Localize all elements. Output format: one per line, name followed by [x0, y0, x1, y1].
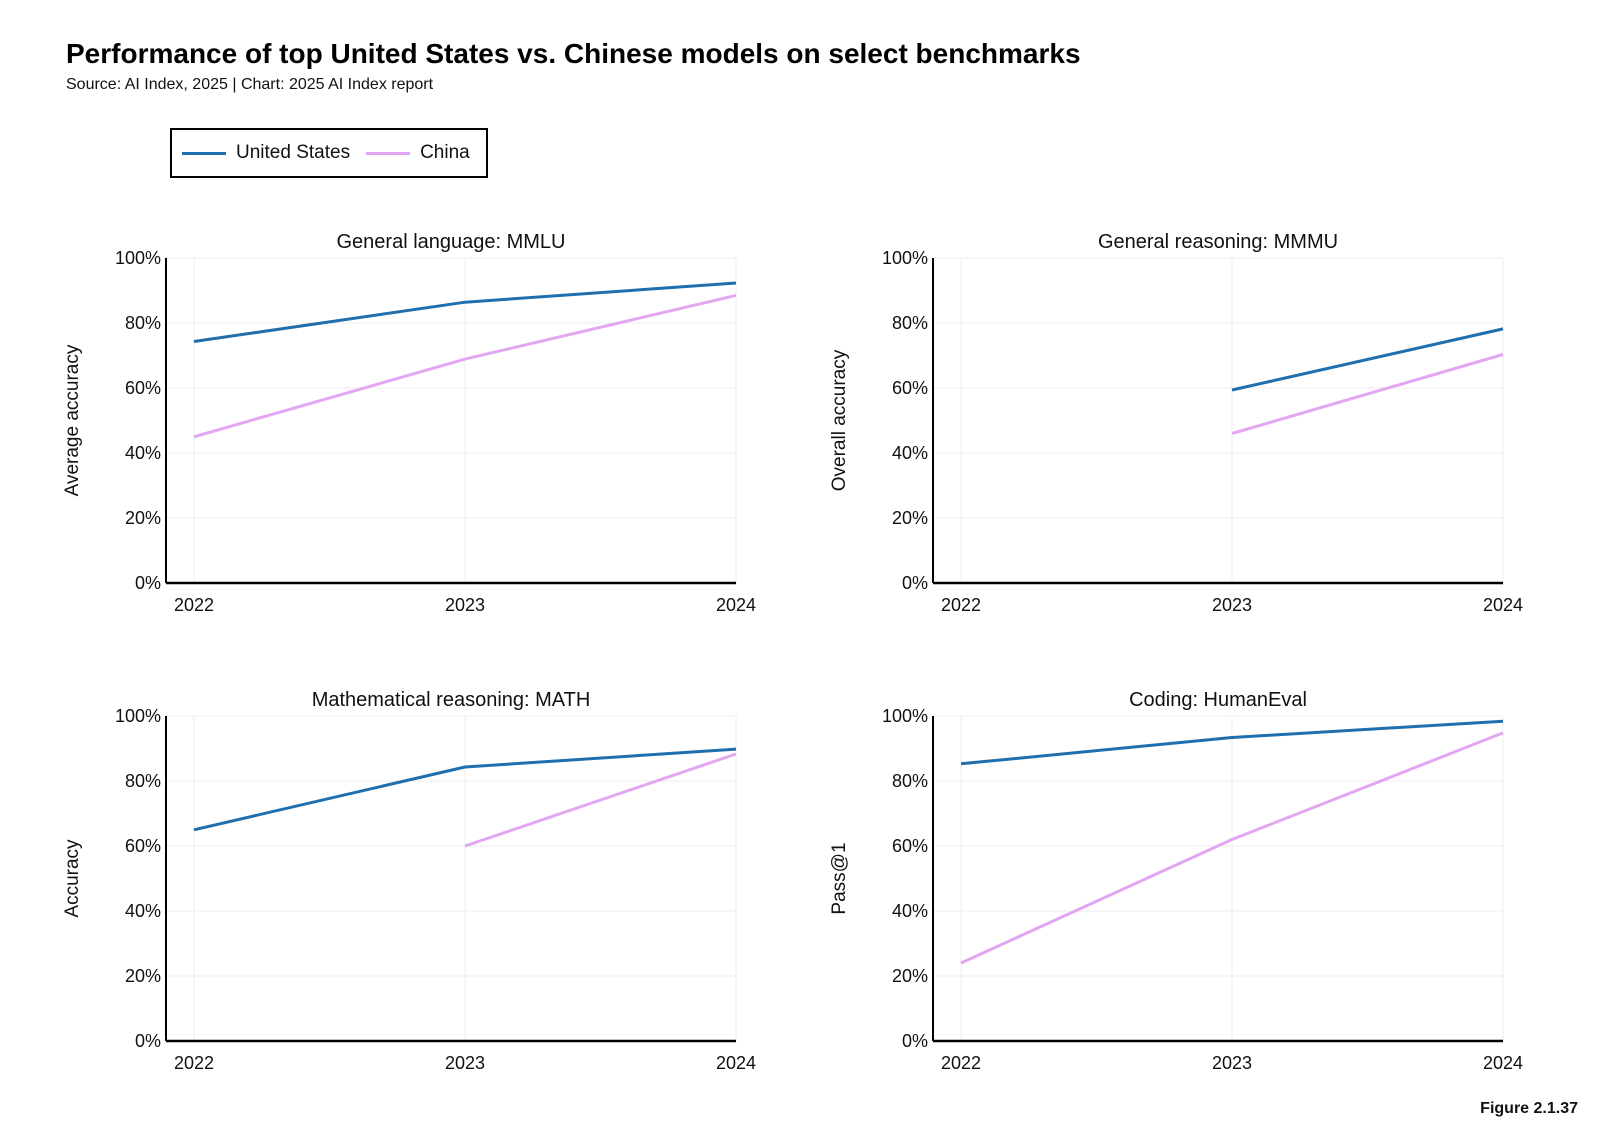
- y-tick-label: 20%: [892, 966, 928, 986]
- figure-label: Figure 2.1.37: [1480, 1100, 1578, 1117]
- y-tick-label: 0%: [135, 1031, 161, 1051]
- series-line-china: [193, 293, 737, 439]
- y-tick-label: 20%: [125, 508, 161, 528]
- legend-swatch-china: [366, 151, 411, 155]
- series-line-china: [960, 731, 1504, 965]
- legend-label-china: China: [420, 142, 470, 163]
- series-line-united-states: [1231, 327, 1504, 392]
- y-tick-label: 0%: [135, 573, 161, 593]
- y-tick-label: 20%: [125, 966, 161, 986]
- x-tick-label: 2024: [1483, 1053, 1523, 1073]
- y-tick-label: 0%: [902, 573, 928, 593]
- y-tick-label: 100%: [115, 706, 161, 726]
- chart-subtitle: Source: AI Index, 2025 | Chart: 2025 AI …: [66, 76, 434, 93]
- y-tick-label: 100%: [115, 248, 161, 268]
- y-axis-label: Average accuracy: [62, 344, 83, 496]
- x-tick-label: 2022: [941, 1053, 981, 1073]
- y-axis-label: Pass@1: [829, 842, 850, 914]
- panel-title: General language: MMLU: [336, 231, 565, 253]
- y-tick-label: 60%: [125, 378, 161, 398]
- x-tick-label: 2023: [1212, 1053, 1252, 1073]
- y-tick-label: 60%: [125, 836, 161, 856]
- y-tick-label: 100%: [882, 248, 928, 268]
- x-tick-label: 2024: [716, 1053, 756, 1073]
- y-tick-label: 40%: [892, 901, 928, 921]
- x-tick-label: 2023: [445, 1053, 485, 1073]
- chart-title: Performance of top United States vs. Chi…: [66, 38, 1081, 69]
- y-tick-label: 40%: [125, 901, 161, 921]
- series-line-united-states: [193, 747, 737, 832]
- legend: United States China: [170, 128, 488, 178]
- legend-label-united-states: United States: [236, 142, 351, 163]
- chart-panel-4: 0% 20% 40% 60% 80% 100% 2022 2023 2024 Coding: Hu…: [829, 689, 1523, 1073]
- panel-title: General reasoning: MMMU: [1098, 231, 1338, 253]
- panel-title: Coding: HumanEval: [1129, 689, 1307, 711]
- y-tick-label: 60%: [892, 378, 928, 398]
- x-tick-label: 2024: [716, 595, 756, 615]
- x-tick-label: 2024: [1483, 595, 1523, 615]
- legend-swatch-united-states: [182, 151, 226, 155]
- y-tick-label: 40%: [125, 443, 161, 463]
- x-tick-label: 2023: [445, 595, 485, 615]
- x-tick-label: 2022: [174, 1053, 214, 1073]
- y-tick-label: 100%: [882, 706, 928, 726]
- panel-title: Mathematical reasoning: MATH: [312, 689, 591, 711]
- chart-panel-1: 0% 20% 40% 60% 80% 100% 2022 2023 2024 General la…: [62, 231, 756, 615]
- y-tick-label: 20%: [892, 508, 928, 528]
- series-line-china: [464, 752, 737, 848]
- y-tick-label: 80%: [125, 313, 161, 333]
- y-tick-label: 80%: [125, 771, 161, 791]
- y-axis-label: Accuracy: [62, 839, 83, 918]
- legend-item-china: China: [366, 142, 470, 164]
- series-line-china: [1231, 353, 1504, 435]
- legend-item-united-states: United States: [182, 142, 350, 164]
- y-tick-label: 0%: [902, 1031, 928, 1051]
- y-axis-label: Overall accuracy: [829, 349, 850, 491]
- x-tick-label: 2023: [1212, 595, 1252, 615]
- y-tick-label: 60%: [892, 836, 928, 856]
- x-tick-label: 2022: [941, 595, 981, 615]
- series-line-united-states: [960, 719, 1504, 766]
- y-tick-label: 80%: [892, 313, 928, 333]
- y-tick-label: 80%: [892, 771, 928, 791]
- y-tick-label: 40%: [892, 443, 928, 463]
- x-tick-label: 2022: [174, 595, 214, 615]
- chart-panel-2: 0% 20% 40% 60% 80% 100% 2022 2023 2024 General re…: [829, 231, 1523, 615]
- chart-panel-3: 0% 20% 40% 60% 80% 100% 2022 2023 2024 Mathematic…: [62, 689, 756, 1073]
- series-line-united-states: [193, 281, 737, 343]
